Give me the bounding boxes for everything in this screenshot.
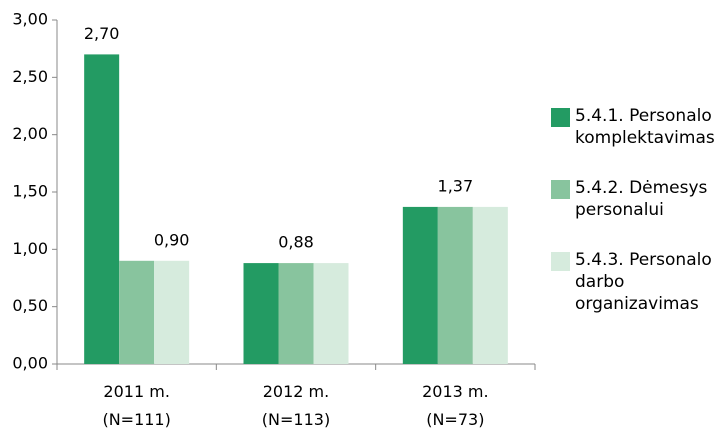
x-tick-label: 2011 m. (N=111) <box>102 382 170 429</box>
bar <box>402 206 438 364</box>
bar <box>84 54 120 365</box>
legend-label: 5.4.1. Personalo komplektavimas <box>575 106 715 148</box>
x-tick-line: 2011 m. <box>103 382 169 401</box>
y-tick-label: 2,50 <box>12 67 48 86</box>
legend-swatch <box>551 180 570 199</box>
y-tick-label: 2,00 <box>12 124 48 143</box>
legend-item: 5.4.3. Personalo darbo organizavimas <box>551 249 727 315</box>
bar <box>472 206 508 364</box>
x-tick-line: 2013 m. <box>422 382 488 401</box>
y-tick-label: 1,50 <box>12 182 48 201</box>
legend-label: 5.4.2. Dėmesys personalui <box>575 178 708 220</box>
x-tick-line: (N=73) <box>426 410 484 429</box>
x-tick-label: 2012 m. (N=113) <box>262 382 330 429</box>
data-label: 1,37 <box>438 176 474 195</box>
data-label: 0,88 <box>278 233 314 252</box>
bar <box>278 263 314 364</box>
x-tick-line: (N=111) <box>102 410 170 429</box>
data-label: 0,90 <box>154 230 190 249</box>
legend-item: 5.4.2. Dėmesys personalui <box>551 177 727 221</box>
x-tick-line: (N=113) <box>262 410 330 429</box>
legend-swatch <box>551 108 570 127</box>
legend-label: 5.4.3. Personalo darbo organizavimas <box>575 250 712 314</box>
x-tick-label: 2013 m. (N=73) <box>422 382 488 429</box>
y-tick-label: 0,00 <box>12 354 48 373</box>
legend: 5.4.1. Personalo komplektavimas 5.4.2. Dė… <box>551 105 727 343</box>
data-label: 2,70 <box>84 24 120 43</box>
y-tick-label: 3,00 <box>12 10 48 29</box>
x-tick-line: 2012 m. <box>263 382 329 401</box>
bar <box>313 263 349 364</box>
bar <box>154 260 190 364</box>
legend-swatch <box>551 252 570 271</box>
y-tick-label: 1,00 <box>12 239 48 258</box>
bar <box>437 206 473 364</box>
bar <box>243 263 279 364</box>
legend-item: 5.4.1. Personalo komplektavimas <box>551 105 727 149</box>
bar <box>119 260 155 364</box>
y-tick-label: 0,50 <box>12 296 48 315</box>
